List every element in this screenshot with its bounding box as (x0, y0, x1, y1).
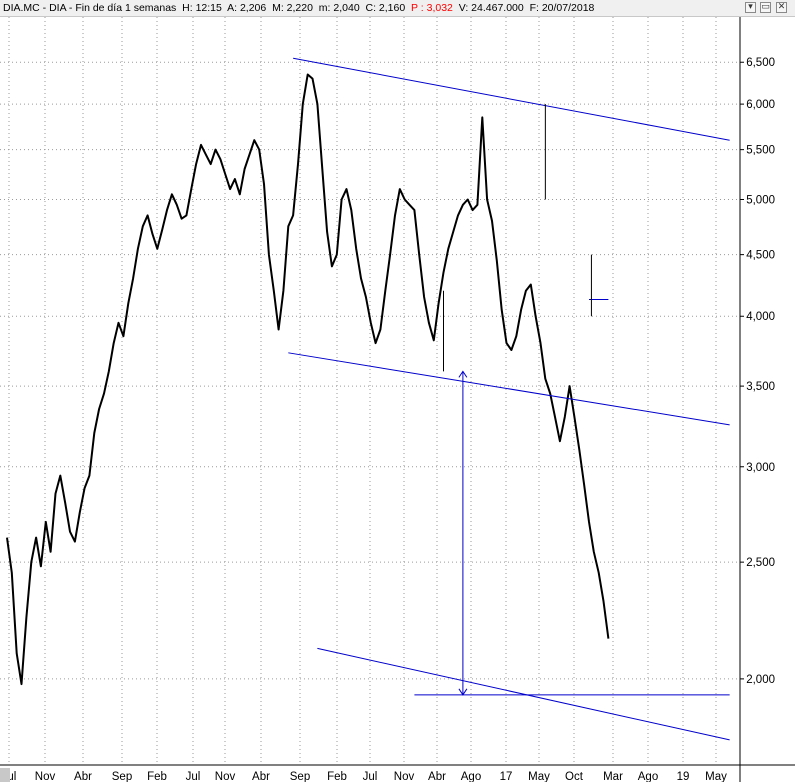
dropdown-icon[interactable]: ▾ (745, 2, 756, 13)
close-icon[interactable]: ✕ (776, 2, 787, 13)
x-tick-label: Feb (147, 771, 167, 782)
measure-arrow-head-bottom (458, 688, 468, 696)
low-label: m: 2,040 (318, 2, 360, 14)
trendline (288, 352, 730, 426)
y-tick-label: 3,500 (746, 381, 775, 393)
time-label: H: 12:15 (182, 2, 222, 14)
y-tick-label: 5,500 (746, 145, 775, 157)
y-tick-label: 6,500 (746, 57, 775, 69)
volume-label: V: 24.467.000 (458, 2, 524, 14)
y-tick-label: 2,000 (746, 674, 775, 686)
x-tick-label: Ago (638, 771, 658, 782)
trendline (317, 647, 730, 741)
x-tick-label: Mar (603, 771, 623, 782)
date-label: F: 20/07/2018 (529, 2, 595, 14)
x-tick-label: 19 (677, 771, 690, 782)
quote-summary: DIA.MC - DIA - Fin de día 1 semanas H: 1… (3, 2, 594, 14)
trendline (293, 57, 730, 141)
percent-label: P : 3,032 (411, 2, 453, 14)
high-label: M: 2,220 (272, 2, 313, 14)
symbol-label: DIA.MC - DIA - Fin de día 1 semanas (3, 2, 177, 14)
x-tick-label: Abr (252, 771, 270, 782)
close-label: C: 2,160 (365, 2, 406, 14)
x-tick-label: Nov (35, 771, 56, 782)
x-tick-label: 17 (500, 771, 513, 782)
x-tick-label: Sep (112, 771, 132, 782)
title-bar: DIA.MC - DIA - Fin de día 1 semanas H: 1… (0, 0, 795, 17)
x-tick-label: Sep (290, 771, 310, 782)
x-tick-label: Nov (394, 771, 415, 782)
x-tick-label: Abr (74, 771, 92, 782)
price-chart: 2,000 2,500 3,000 3,500 4,000 4,500 5,000 5,500… (0, 17, 795, 782)
x-tick-label: May (528, 771, 550, 782)
maximize-icon[interactable]: ▭ (760, 2, 771, 13)
x-tick-label: May (705, 771, 727, 782)
measure-arrow-head-top (458, 370, 468, 378)
y-tick-label: 4,500 (746, 250, 775, 262)
y-tick-label: 3,000 (746, 462, 775, 474)
price-series-line (6, 73, 610, 686)
y-tick-label: 6,000 (746, 99, 775, 111)
x-tick-label: Oct (565, 771, 584, 782)
open-label: A: 2,206 (227, 2, 267, 14)
scroll-left-arrow[interactable] (0, 768, 10, 782)
y-tick-label: 5,000 (746, 195, 775, 207)
x-tick-label: Ago (461, 771, 481, 782)
x-tick-label: Nov (215, 771, 236, 782)
x-tick-label: Abr (428, 771, 446, 782)
x-tick-label: Feb (327, 771, 347, 782)
y-tick-label: 2,500 (746, 557, 775, 569)
y-tick-label: 4,000 (746, 311, 775, 323)
x-tick-label: Jul (363, 771, 378, 782)
x-tick-label: Jul (186, 771, 201, 782)
